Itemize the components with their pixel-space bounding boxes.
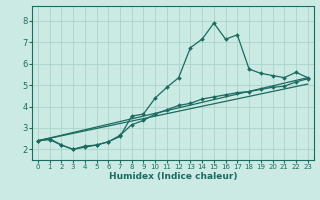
X-axis label: Humidex (Indice chaleur): Humidex (Indice chaleur) (108, 172, 237, 181)
